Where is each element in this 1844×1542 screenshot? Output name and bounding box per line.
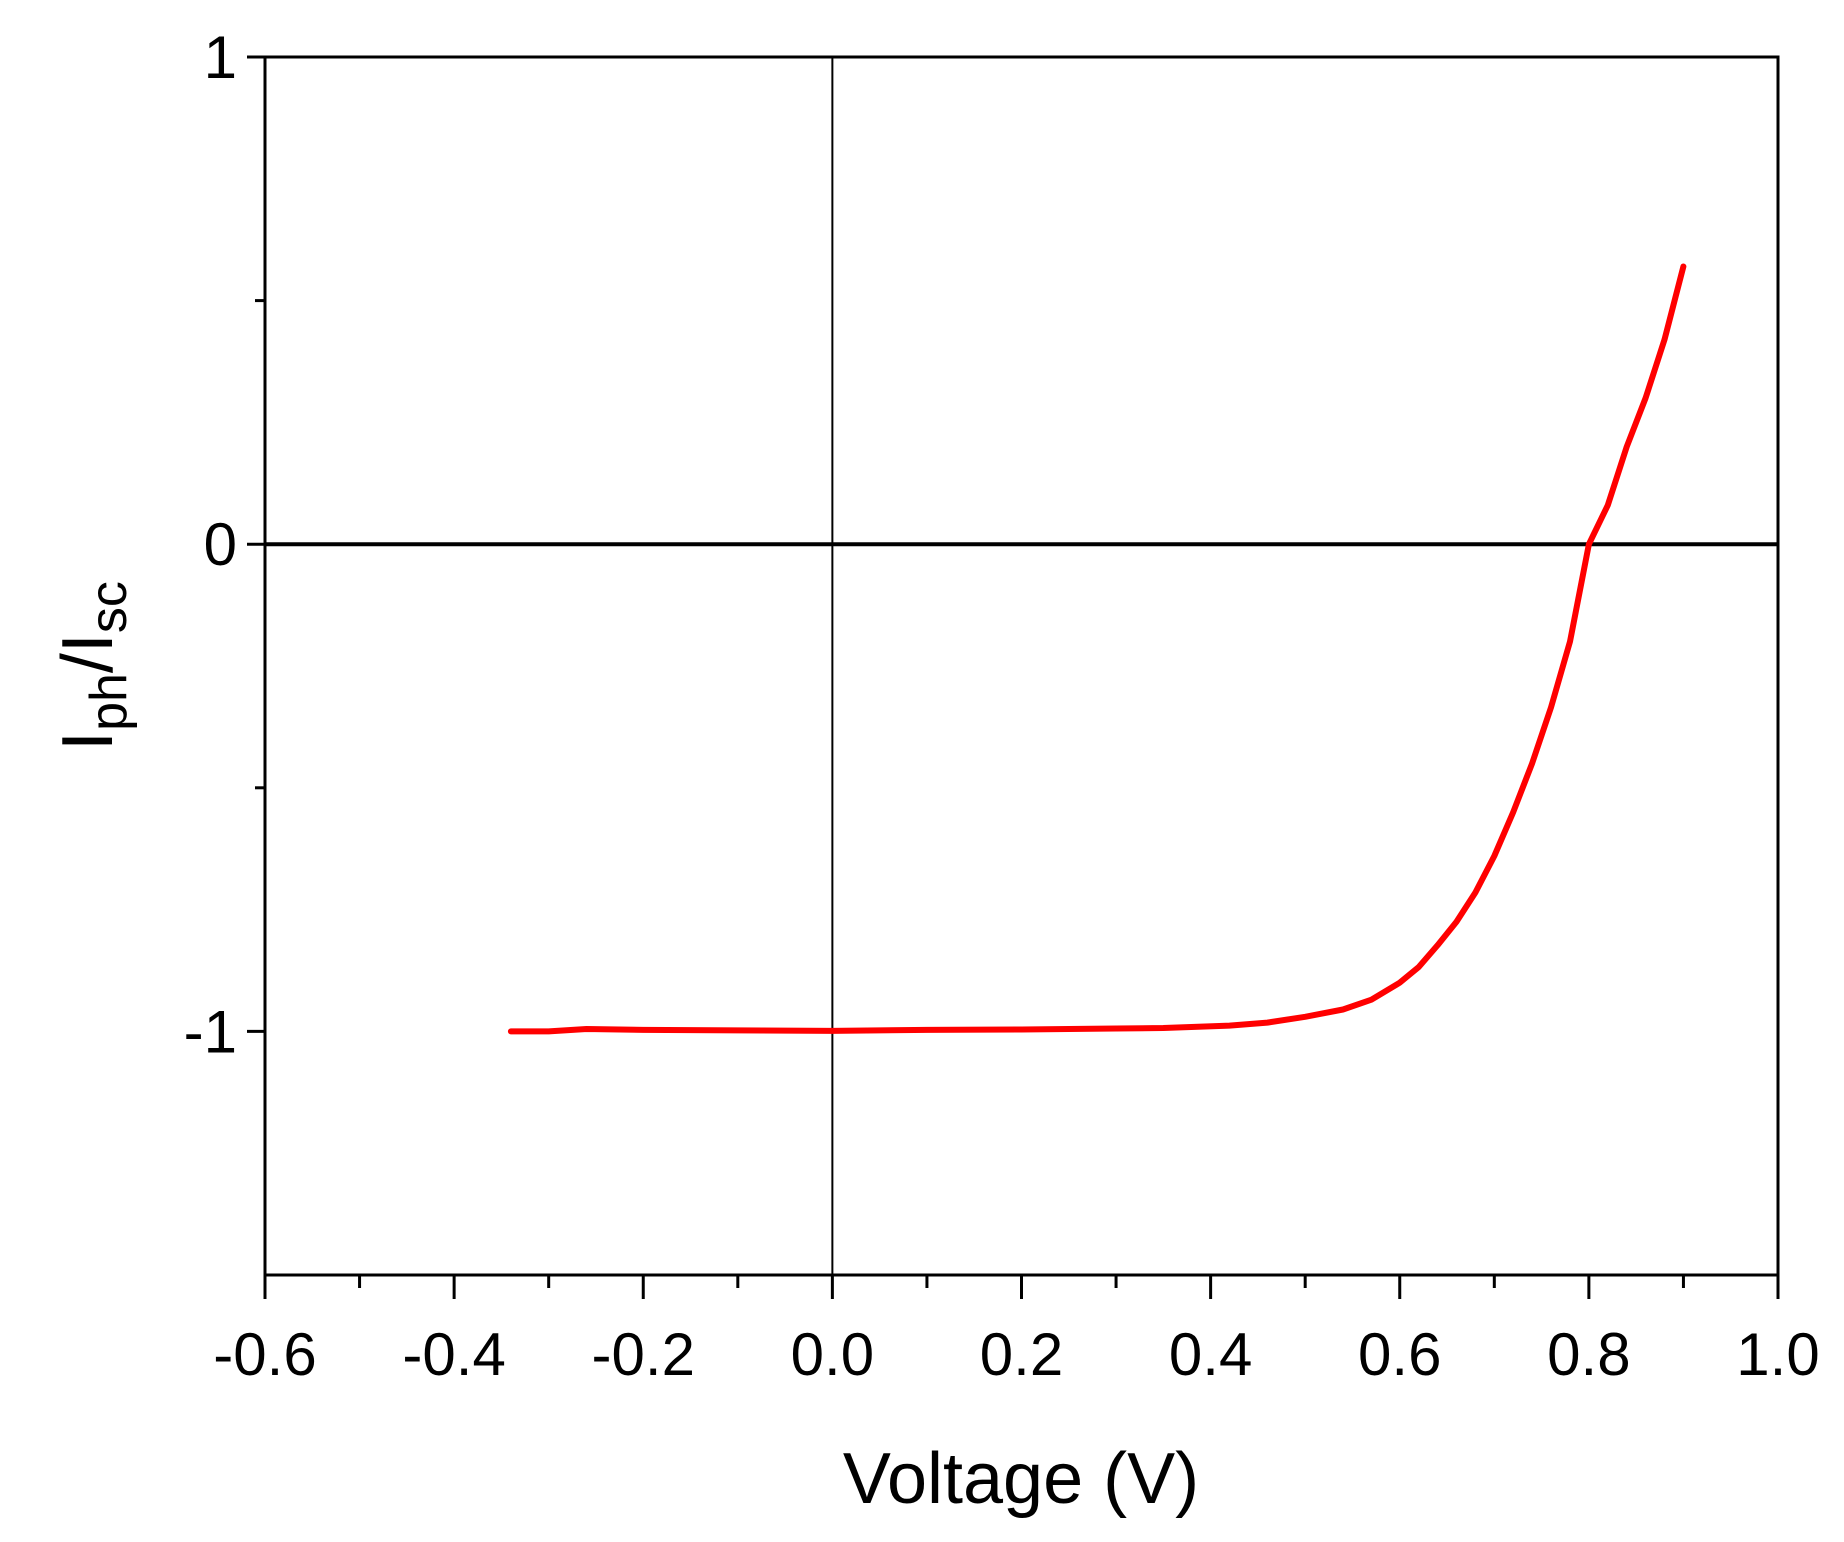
y-axis-title-sub1: ph bbox=[80, 673, 138, 731]
series-line-0 bbox=[507, 263, 1687, 1035]
x-tick-label-5: 0.4 bbox=[1169, 1321, 1252, 1388]
reference-lines bbox=[265, 57, 1778, 1275]
plot-frame bbox=[263, 55, 1780, 1277]
x-axis-title: Voltage (V) bbox=[843, 1439, 1199, 1519]
y-axis-title-sub2: sc bbox=[80, 581, 138, 633]
x-tick-label-3: 0.0 bbox=[791, 1321, 874, 1388]
y-axis-title-main: I bbox=[48, 731, 128, 751]
x-tick-label-6: 0.6 bbox=[1358, 1321, 1441, 1388]
x-tick-label-2: -0.2 bbox=[592, 1321, 695, 1388]
x-tick-label-0: -0.6 bbox=[213, 1321, 316, 1388]
x-tick-label-8: 1.0 bbox=[1736, 1321, 1819, 1388]
y-axis-title-slash: /I bbox=[48, 633, 128, 673]
tick-labels: -0.6 -0.4 -0.2 0.0 0.2 0.4 0.6 0.8 1.0 1 0 -1 bbox=[184, 24, 1820, 1388]
x-tick-label-4: 0.2 bbox=[980, 1321, 1063, 1388]
x-tick-label-7: 0.8 bbox=[1547, 1321, 1630, 1388]
series-layer bbox=[507, 263, 1687, 1035]
y-tick-label-2: -1 bbox=[184, 998, 237, 1065]
y-tick-label-0: 1 bbox=[204, 24, 237, 91]
y-axis-title: Iph/Isc bbox=[48, 581, 138, 751]
x-tick-label-1: -0.4 bbox=[402, 1321, 505, 1388]
y-tick-label-1: 0 bbox=[204, 511, 237, 578]
axis-ticks bbox=[247, 55, 1780, 1299]
